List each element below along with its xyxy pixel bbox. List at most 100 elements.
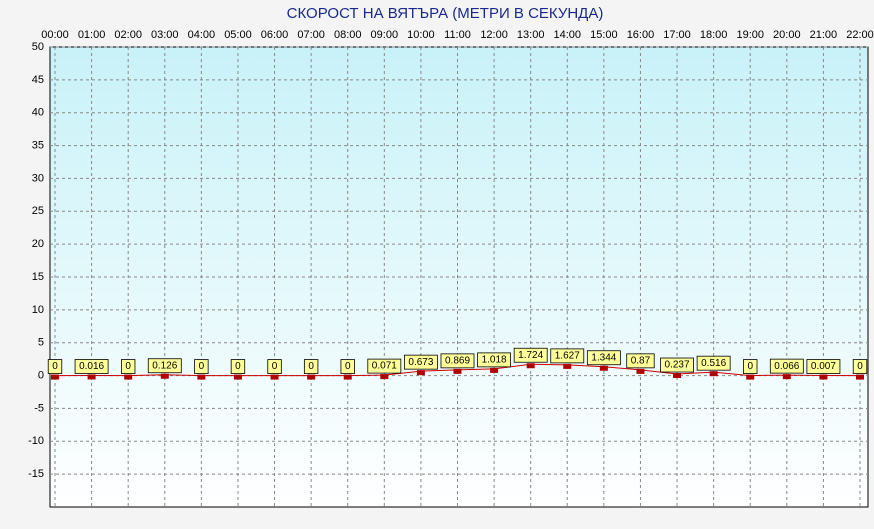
data-label: 0 [235, 361, 241, 372]
data-point [782, 374, 791, 380]
data-label-box [806, 359, 841, 374]
data-label: 0 [125, 361, 131, 372]
data-label-box [367, 358, 402, 374]
data-label-box [403, 354, 438, 370]
x-tick-label: 18:00 [700, 29, 728, 41]
data-label-box [477, 352, 512, 368]
x-tick-label: 06:00 [261, 29, 289, 41]
data-point [673, 373, 682, 379]
x-tick-label: 09:00 [371, 29, 399, 41]
x-tick-label: 13:00 [517, 29, 545, 41]
data-label-box [194, 359, 209, 374]
y-tick-label: 45 [32, 74, 44, 86]
data-label-box [47, 359, 63, 374]
data-label-box [440, 353, 475, 369]
data-label-box [74, 359, 109, 374]
y-tick-label: 35 [32, 139, 44, 151]
y-tick-label: 15 [32, 271, 44, 283]
data-point [87, 374, 96, 380]
data-label-box [121, 359, 136, 374]
data-label: 0.87 [631, 355, 651, 366]
y-tick-label: 10 [32, 304, 44, 316]
x-tick-label: 11:00 [444, 29, 471, 41]
x-tick-label: 17:00 [663, 29, 691, 41]
y-tick-label: 5 [38, 337, 44, 349]
x-tick-label: 19:00 [736, 29, 764, 41]
data-label-box [230, 359, 246, 374]
data-point [746, 374, 755, 380]
y-tick-label: 30 [32, 172, 44, 184]
x-tick-label: 21:00 [810, 29, 838, 41]
data-label: 0.126 [152, 360, 177, 371]
data-point [307, 374, 316, 380]
data-label: 0.237 [665, 360, 690, 371]
x-tick-label: 02:00 [114, 29, 142, 41]
data-label: 0 [52, 361, 58, 372]
y-tick-label: 40 [32, 107, 44, 119]
x-tick-label: 14:00 [554, 29, 582, 41]
y-tick-label: 20 [32, 238, 44, 250]
chart-title: СКОРОСТ НА ВЯТЪРА (МЕТРИ В СЕКУНДА) [287, 5, 604, 22]
data-point [160, 373, 169, 379]
data-point [416, 370, 425, 376]
data-label-box [696, 355, 731, 371]
y-tick-label: -5 [34, 402, 44, 414]
data-point [856, 374, 864, 380]
x-tick-label: 20:00 [773, 29, 801, 41]
data-label-box [303, 359, 319, 374]
y-tick-label: -15 [28, 468, 44, 480]
data-point [453, 368, 462, 374]
x-tick-label: 03:00 [151, 29, 179, 41]
x-tick-label: 07:00 [297, 29, 325, 41]
x-tick-label: 00:00 [41, 29, 69, 41]
data-label-box [267, 359, 282, 374]
x-tick-label: 05:00 [224, 29, 252, 41]
data-label: 0.066 [774, 361, 799, 372]
data-point [380, 374, 389, 380]
data-label-box [550, 348, 585, 364]
data-label-box [852, 359, 868, 374]
y-tick-label: -10 [28, 435, 44, 447]
data-point [197, 374, 206, 380]
data-label: 0.869 [445, 356, 470, 367]
x-tick-label: 16:00 [627, 29, 655, 41]
data-label: 0 [747, 361, 753, 372]
x-tick-label: 08:00 [334, 29, 362, 41]
x-tick-label: 04:00 [188, 29, 216, 41]
data-label: 0.516 [701, 358, 726, 369]
x-tick-label: 15:00 [590, 29, 618, 41]
data-point [599, 365, 608, 371]
data-label: 0 [308, 361, 314, 372]
x-tick-label: 10:00 [407, 29, 435, 41]
data-label-box [586, 350, 621, 366]
data-point [51, 374, 59, 380]
data-label: 0 [199, 361, 205, 372]
data-label-box [513, 347, 548, 363]
data-point [526, 363, 535, 369]
data-label-box [743, 359, 758, 374]
data-point [709, 371, 718, 377]
data-label: 0 [272, 361, 278, 372]
data-point [343, 374, 352, 380]
data-label: 1.627 [555, 351, 580, 362]
data-label: 0.016 [79, 361, 104, 372]
data-point [636, 368, 645, 374]
data-point [490, 367, 499, 373]
data-point [819, 374, 828, 380]
x-tick-label: 01:00 [78, 29, 106, 41]
data-label: 0.673 [408, 357, 433, 368]
y-tick-label: 50 [32, 41, 44, 53]
data-point [563, 363, 572, 369]
data-label: 0 [857, 361, 863, 372]
data-label: 0.007 [811, 361, 836, 372]
data-label: 1.018 [482, 355, 507, 366]
data-label-box [147, 358, 182, 374]
data-label: 0.071 [372, 361, 397, 372]
data-point [233, 374, 242, 380]
data-point [124, 374, 133, 380]
data-point [270, 374, 279, 380]
data-label: 0 [345, 361, 351, 372]
x-tick-label: 12:00 [480, 29, 508, 41]
data-label-box [340, 359, 355, 374]
data-label-box [626, 353, 655, 369]
